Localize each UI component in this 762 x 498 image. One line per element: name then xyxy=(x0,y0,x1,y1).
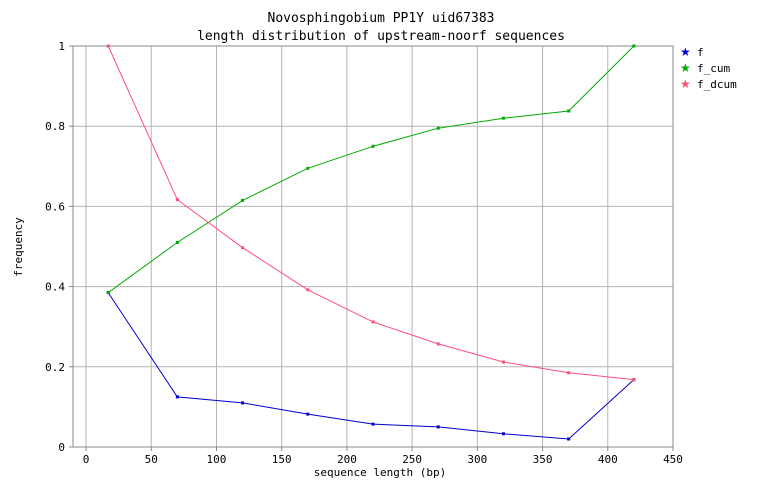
x-tick-label: 0 xyxy=(83,453,90,466)
data-point-f xyxy=(306,412,310,416)
legend-item-f-cum: ★ f_cum xyxy=(680,61,730,75)
legend-marker-icon: ★ xyxy=(680,45,691,59)
legend-label: f_dcum xyxy=(697,78,737,91)
y-axis-label: frequency xyxy=(12,217,25,277)
data-point-f-cum xyxy=(501,116,505,120)
legend-item-f: ★ f xyxy=(680,45,704,59)
x-tick-label: 100 xyxy=(207,453,227,466)
legend-label: f_cum xyxy=(697,62,730,75)
data-point-f xyxy=(567,437,571,441)
data-point-f-dcum xyxy=(371,320,375,324)
y-tick-labels: 0 0.2 0.4 0.6 0.8 1 xyxy=(45,40,73,454)
data-point-f-cum xyxy=(567,109,571,113)
y-tick-label: 0.8 xyxy=(45,120,65,133)
data-point-f xyxy=(436,425,440,429)
data-point-f-cum xyxy=(241,198,245,202)
data-point-f-cum xyxy=(175,240,179,244)
chart-title: Novosphingobium PP1Y uid67383 xyxy=(268,11,495,26)
data-point-f-dcum xyxy=(632,378,636,382)
series-f-dcum xyxy=(106,44,636,382)
series-layer xyxy=(106,44,636,441)
data-point-f-cum xyxy=(371,144,375,148)
legend-item-f-dcum: ★ f_dcum xyxy=(680,77,737,91)
data-point-f xyxy=(501,432,505,436)
data-point-f xyxy=(175,395,179,399)
grid xyxy=(73,45,674,448)
series-line-f-dcum xyxy=(107,45,634,381)
data-point-f-cum xyxy=(632,44,636,48)
y-tick-label: 0.2 xyxy=(45,361,65,374)
x-axis-label: sequence length (bp) xyxy=(314,466,446,479)
x-tick-label: 150 xyxy=(272,453,292,466)
y-tick-label: 0.6 xyxy=(45,200,65,213)
series-line-f-cum xyxy=(107,45,635,294)
data-point-f xyxy=(241,401,245,405)
y-tick-label: 1 xyxy=(58,40,65,53)
legend-label: f xyxy=(697,46,704,59)
chart-subtitle: length distribution of upstream-noorf se… xyxy=(197,29,565,44)
data-point-f-dcum xyxy=(501,360,505,364)
x-tick-label: 250 xyxy=(402,453,422,466)
legend-marker-icon: ★ xyxy=(680,61,691,75)
data-point-f-cum xyxy=(306,166,310,170)
x-tick-label: 450 xyxy=(663,453,683,466)
x-tick-label: 400 xyxy=(598,453,618,466)
legend: ★ f★ f_cum★ f_dcum xyxy=(680,45,737,91)
data-point-f-dcum xyxy=(175,198,179,202)
y-tick-label: 0 xyxy=(58,441,65,454)
data-point-f-dcum xyxy=(436,342,440,346)
data-point-f-cum xyxy=(106,291,110,295)
x-tick-labels: 0 50 100 150 200 250 300 350 400 450 xyxy=(83,447,683,466)
data-point-f xyxy=(371,422,375,426)
data-point-f-cum xyxy=(436,126,440,130)
data-point-f-dcum xyxy=(306,288,310,292)
x-tick-label: 50 xyxy=(145,453,158,466)
series-f xyxy=(106,291,636,441)
x-tick-label: 350 xyxy=(533,453,553,466)
series-line-f xyxy=(107,292,635,440)
data-point-f-dcum xyxy=(241,246,245,250)
legend-marker-icon: ★ xyxy=(680,77,691,91)
x-tick-label: 200 xyxy=(337,453,357,466)
series-f-cum xyxy=(106,44,636,295)
x-tick-label: 300 xyxy=(467,453,487,466)
plot-frame xyxy=(72,45,674,448)
y-tick-label: 0.4 xyxy=(45,281,65,294)
data-point-f-dcum xyxy=(567,371,571,375)
data-point-f-dcum xyxy=(106,44,110,48)
